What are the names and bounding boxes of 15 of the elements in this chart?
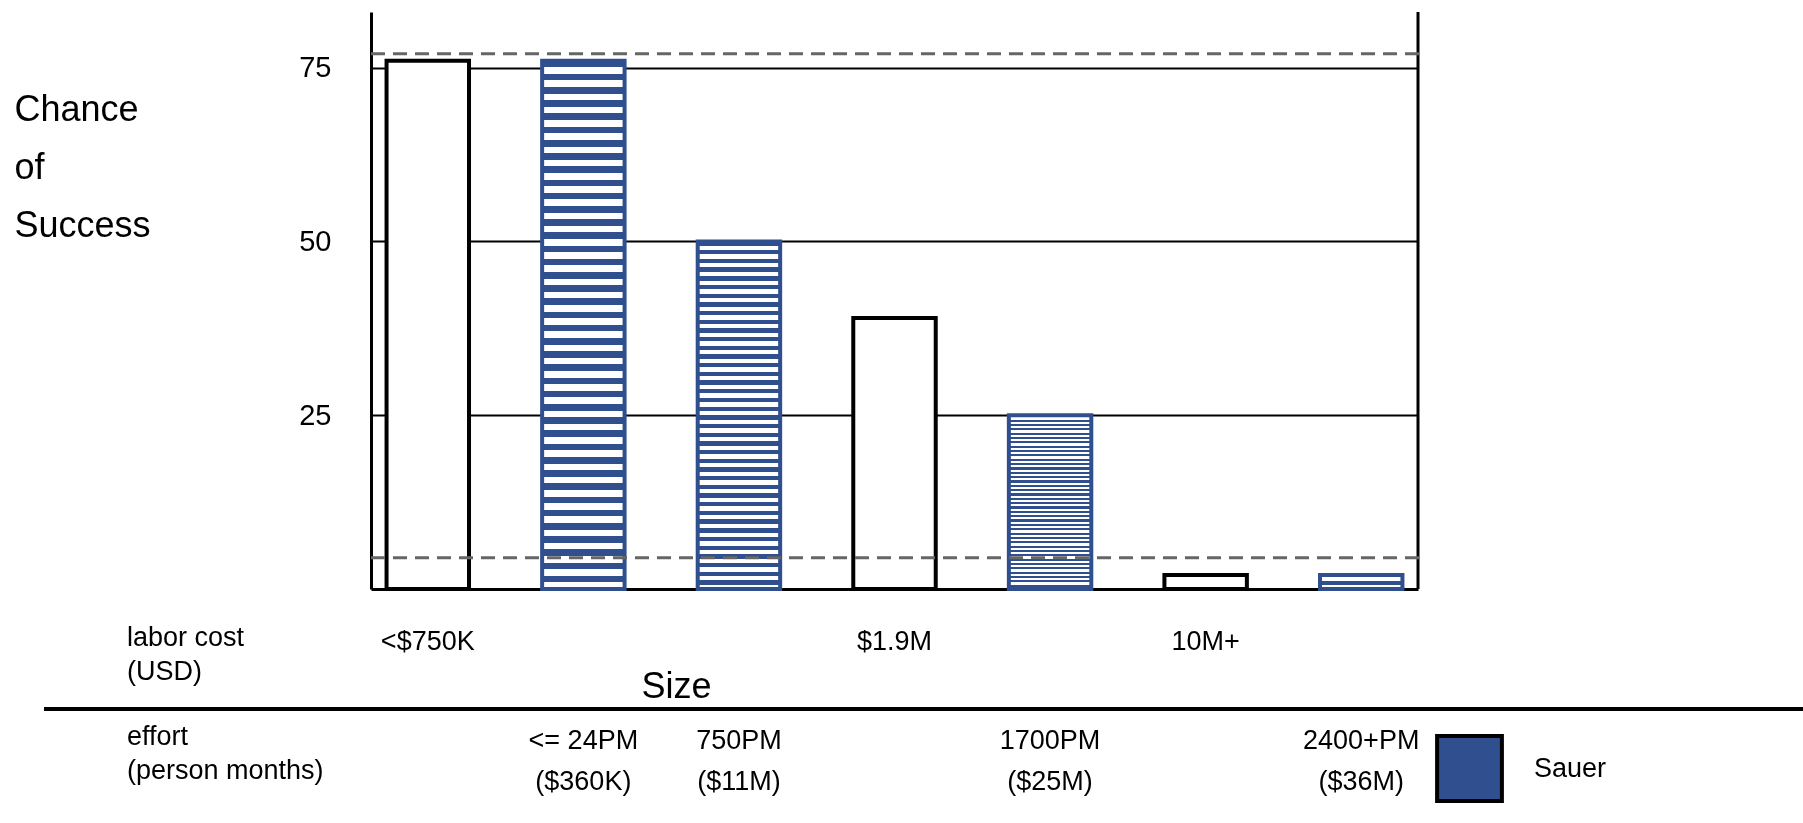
y-tick-label: 25 bbox=[299, 398, 332, 431]
y-tick-label: 75 bbox=[299, 51, 332, 84]
y-tick-label: 50 bbox=[299, 224, 332, 257]
y-axis-title: Chance of Success bbox=[14, 87, 151, 245]
text: effort (person months) bbox=[127, 721, 324, 785]
x-tick-label: 2400+PM ($36M) bbox=[1303, 725, 1420, 796]
x-tick-label: <$750K bbox=[380, 626, 475, 656]
x-tick-label: <= 24PM ($360K) bbox=[528, 725, 639, 796]
x-tick-label: 750PM ($11M) bbox=[696, 725, 782, 796]
text: labor cost (USD) bbox=[127, 622, 245, 686]
x-tick-label: 10M+ bbox=[1171, 626, 1240, 656]
legend-label: Sauer bbox=[1534, 752, 1607, 783]
x-tick-label: 1700PM ($25M) bbox=[999, 725, 1101, 796]
x-tick-label: $1.9M bbox=[856, 626, 933, 656]
x-axis-title: Size bbox=[641, 664, 712, 706]
